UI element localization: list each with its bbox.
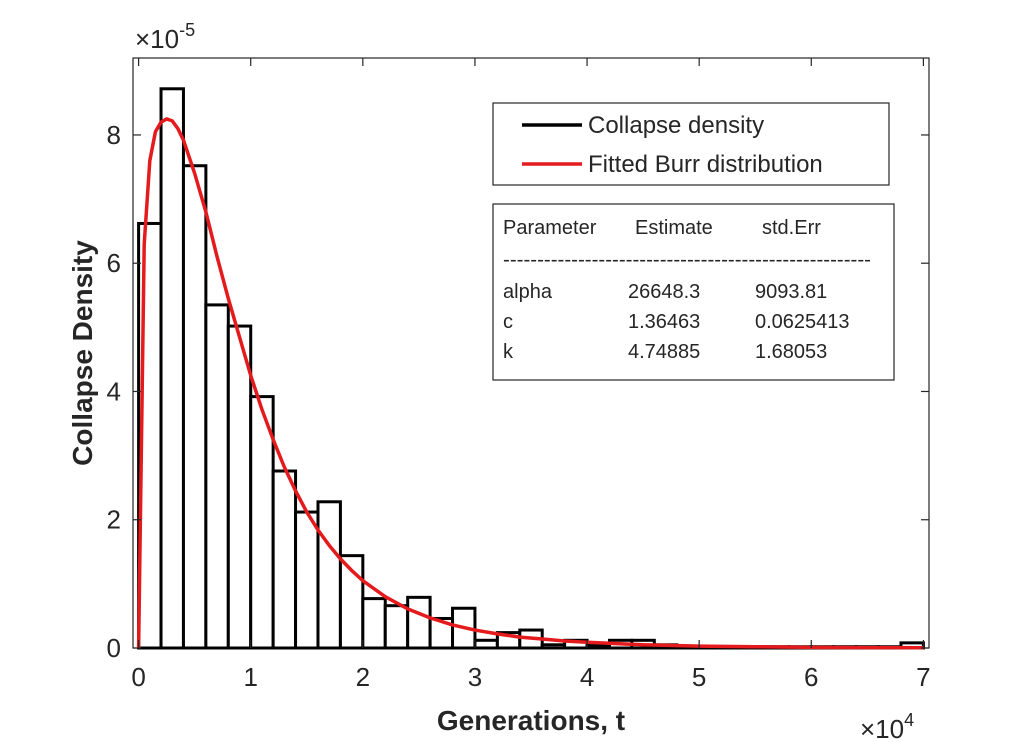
legend-label-fitted-burr: Fitted Burr distribution — [588, 151, 823, 178]
param-row-c-estimate: 1.36463 — [628, 311, 700, 333]
x-multiplier-label: ×104 — [860, 710, 914, 742]
param-row-c-stderr: 0.0625413 — [755, 311, 850, 333]
x-axis-label: Generations, t — [437, 705, 625, 736]
legend: Collapse density Fitted Burr distributio… — [492, 102, 890, 186]
x-tick-label: 6 — [804, 662, 818, 692]
fitted-burr-curve — [136, 117, 924, 650]
param-row-alpha-name: alpha — [503, 281, 553, 303]
histogram-bar — [585, 643, 611, 650]
parameter-table-box — [492, 203, 895, 381]
x-tick-label: 0 — [131, 662, 145, 692]
x-tick-label: 3 — [468, 662, 482, 692]
y-tick-label: 6 — [107, 248, 121, 278]
x-tick-label: 4 — [580, 662, 594, 692]
histogram-bar — [294, 510, 320, 650]
histogram-bar — [204, 303, 230, 650]
histogram-bar — [473, 638, 499, 650]
param-separator: ----------------------------------------… — [503, 249, 871, 271]
x-tick-label: 5 — [692, 662, 706, 692]
param-row-alpha-stderr: 9093.81 — [755, 281, 827, 303]
y-tick-label: 2 — [107, 505, 121, 535]
param-row-k-name: k — [503, 341, 514, 363]
histogram-bar — [271, 469, 298, 650]
histogram-bars — [137, 87, 925, 650]
x-tick-label: 2 — [356, 662, 370, 692]
y-tick-label: 4 — [107, 376, 121, 406]
y-tick-label: 8 — [107, 120, 121, 150]
y-axis-label: Collapse Density — [67, 240, 98, 466]
param-row-k-stderr: 1.68053 — [755, 341, 827, 363]
x-tick-label: 7 — [916, 662, 930, 692]
param-row-c-name: c — [503, 311, 513, 333]
x-tick-label: 1 — [243, 662, 257, 692]
param-header-stderr: std.Err — [762, 217, 821, 239]
fitted-curve-layer — [136, 117, 924, 650]
legend-box — [492, 102, 890, 186]
legend-label-collapse-density: Collapse density — [588, 112, 764, 139]
axis-ticks: 0 1 2 3 4 5 6 7 0 2 4 6 8 — [107, 58, 931, 692]
histogram-bar — [540, 643, 567, 650]
histogram-bar — [383, 604, 410, 650]
param-header-parameter: Parameter — [503, 217, 597, 239]
parameter-table: Parameter Estimate std.Err -------------… — [492, 203, 895, 381]
histogram-bar — [406, 595, 432, 650]
histogram-bar — [159, 87, 185, 650]
param-row-alpha-estimate: 26648.3 — [628, 281, 700, 303]
histogram-bar — [226, 324, 253, 650]
histogram-bar — [316, 500, 342, 650]
y-multiplier-label: ×10-5 — [135, 20, 195, 54]
param-header-estimate: Estimate — [635, 217, 713, 239]
histogram-bar — [181, 164, 208, 650]
y-tick-label: 0 — [107, 633, 121, 663]
histogram-bar — [361, 597, 387, 650]
param-row-k-estimate: 4.74885 — [628, 341, 700, 363]
